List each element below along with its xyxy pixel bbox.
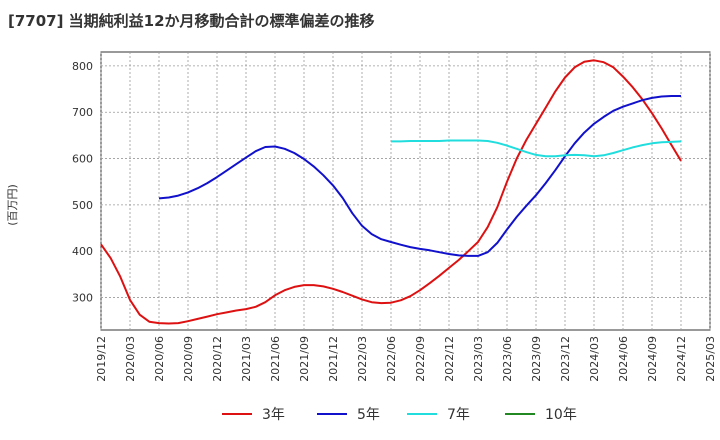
x-tick-label: 2022/06 xyxy=(385,336,398,382)
x-tick-label: 2024/12 xyxy=(675,336,688,382)
legend-label-2: 5年 xyxy=(357,407,380,423)
y-tick-label: 800 xyxy=(72,60,93,73)
x-tick-label: 2022/12 xyxy=(443,336,456,382)
series-line-3 xyxy=(391,139,682,158)
y-tick-label: 400 xyxy=(72,245,93,258)
x-tick-label: 2024/06 xyxy=(617,336,630,382)
legend-label-1: 3年 xyxy=(262,407,285,423)
x-axis: 2019/12 2020/03 2020/06 2020/09 2020/12 2021/… xyxy=(95,336,717,382)
x-tick-label: 2020/03 xyxy=(124,336,137,382)
y-axis: 300 400 500 600 700 800 xyxy=(72,60,93,305)
x-tick-label: 2021/12 xyxy=(327,336,340,382)
y-tick-label: 500 xyxy=(72,199,93,212)
x-tick-label: 2025/03 xyxy=(704,336,717,382)
x-tick-label: 2023/12 xyxy=(559,336,572,382)
legend: 3年 5年 7年 10年 xyxy=(222,407,577,423)
x-tick-label: 2022/09 xyxy=(414,336,427,382)
x-tick-label: 2021/06 xyxy=(269,336,282,382)
chart-title: [7707] 当期純利益12か月移動合計の標準偏差の推移 xyxy=(8,12,375,30)
x-tick-label: 2020/12 xyxy=(211,336,224,382)
y-axis-label: (百万円) xyxy=(6,184,19,226)
x-tick-label: 2024/09 xyxy=(646,336,659,382)
x-tick-label: 2023/06 xyxy=(501,336,514,382)
x-tick-label: 2021/03 xyxy=(240,336,253,382)
legend-label-4: 10年 xyxy=(545,407,577,423)
x-tick-label: 2023/03 xyxy=(472,336,485,382)
series-line-2 xyxy=(158,95,681,257)
x-tick-label: 2020/09 xyxy=(182,336,195,382)
y-tick-label: 600 xyxy=(72,153,93,166)
legend-label-3: 7年 xyxy=(447,407,470,423)
x-tick-label: 2021/09 xyxy=(298,336,311,382)
x-tick-label: 2023/09 xyxy=(530,336,543,382)
x-tick-label: 2024/03 xyxy=(588,336,601,382)
plot-area xyxy=(100,51,711,331)
x-tick-label: 2022/03 xyxy=(356,336,369,382)
y-tick-label: 300 xyxy=(72,292,93,305)
x-tick-label: 2020/06 xyxy=(153,336,166,382)
series-line-1 xyxy=(100,59,682,325)
x-tick-label: 2019/12 xyxy=(95,336,108,382)
y-tick-label: 700 xyxy=(72,106,93,119)
series-layer xyxy=(100,59,682,325)
